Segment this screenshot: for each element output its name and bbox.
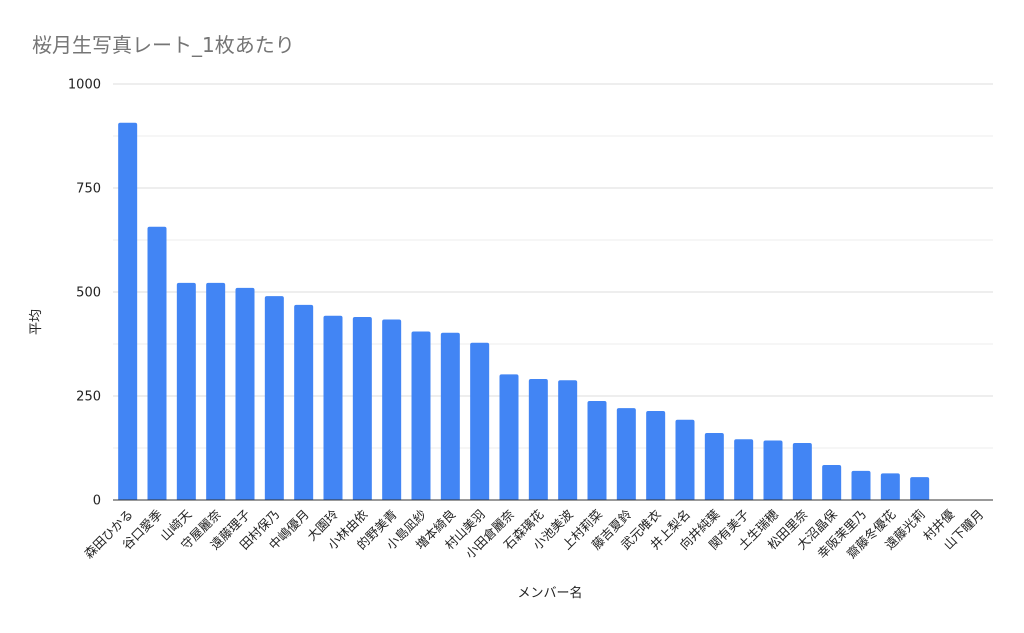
bar [880, 473, 900, 500]
bar [763, 440, 783, 500]
bar [910, 477, 930, 500]
y-tick-label: 500 [76, 286, 101, 301]
y-tick-label: 250 [76, 390, 101, 405]
y-tick-label: 1000 [68, 78, 101, 93]
y-axis-label: 平均 [29, 309, 44, 335]
bar [206, 282, 226, 500]
bar [587, 400, 607, 500]
bar [264, 296, 284, 500]
bar [352, 316, 372, 500]
bar [616, 408, 636, 500]
chart-title: 桜月生写真レート_1枚あたり [32, 33, 295, 57]
bar [411, 331, 431, 500]
gridlines [113, 83, 993, 449]
bar [176, 282, 196, 500]
bar [235, 287, 255, 500]
bar [734, 439, 754, 500]
bar [382, 319, 402, 500]
bar [646, 410, 666, 500]
bars [118, 122, 930, 501]
bar [499, 374, 519, 500]
x-axis-ticks: 森田ひかる谷口愛季山﨑天守屋麗奈遠藤理子田村保乃中嶋優月大園玲小林由依的野美青小… [81, 506, 986, 561]
x-axis-label: メンバー名 [517, 585, 582, 601]
bar [470, 342, 490, 500]
bar [704, 433, 724, 500]
bar [440, 332, 460, 500]
bar [558, 380, 578, 500]
y-axis-ticks: 0 250 500 750 1000 [68, 78, 101, 509]
bar [851, 470, 871, 500]
bar [822, 465, 842, 500]
bar [118, 122, 138, 501]
bar [323, 315, 343, 500]
bar [528, 378, 548, 500]
bar [675, 419, 695, 500]
bar [294, 304, 314, 500]
bar [792, 443, 812, 500]
y-tick-label: 750 [76, 182, 101, 197]
y-tick-label: 0 [93, 494, 101, 509]
bar [147, 226, 167, 501]
